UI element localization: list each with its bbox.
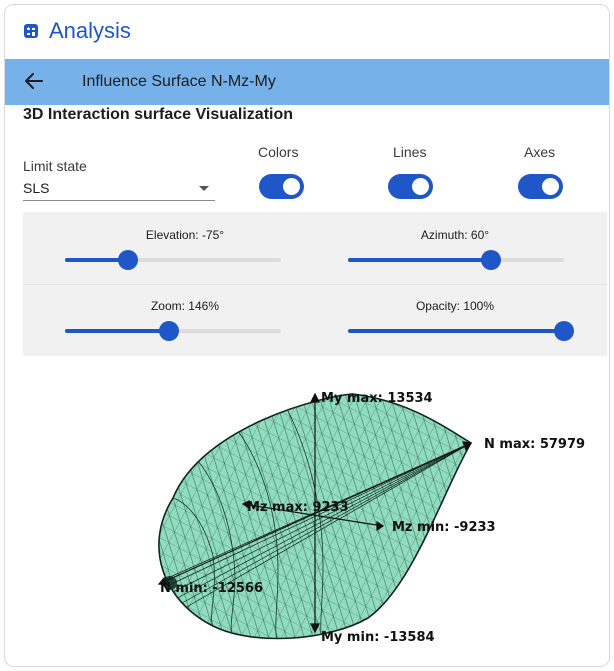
slider-thumb[interactable] — [158, 321, 179, 341]
my-max-label: My max: 13534 — [321, 391, 433, 406]
my-min-label: My min: -13584 — [321, 630, 435, 645]
azimuth-label: Azimuth: 60° — [420, 228, 490, 242]
mz-min-label: Mz min: -9233 — [392, 520, 496, 535]
limit-state-label: Limit state — [23, 158, 87, 174]
slider-thumb[interactable] — [554, 321, 574, 341]
calculator-icon — [24, 24, 38, 38]
mz-max-label: Mz max: 9233 — [247, 500, 349, 515]
divider — [23, 284, 607, 285]
opacity-label: Opacity: 100% — [415, 299, 495, 313]
slider-thumb[interactable] — [117, 250, 138, 270]
surface-canvas[interactable]: My max: 13534 My min: -13584 N max: 5797… — [23, 356, 607, 666]
toggle-knob — [542, 178, 559, 195]
elevation-slider[interactable] — [65, 250, 281, 270]
toggle-knob — [412, 178, 429, 195]
page-subheader: Influence Surface N-Mz-My — [5, 59, 609, 105]
axis-labels: My max: 13534 My min: -13584 N max: 5797… — [160, 391, 585, 645]
axes-toggle[interactable] — [518, 174, 563, 199]
lines-toggle-label: Lines — [393, 144, 427, 160]
slider-thumb[interactable] — [480, 250, 501, 270]
slider-fill — [348, 329, 564, 333]
chevron-down-icon — [199, 186, 209, 191]
limit-state-value: SLS — [23, 180, 50, 196]
zoom-slider[interactable] — [65, 321, 281, 341]
elevation-label: Elevation: -75° — [145, 228, 225, 242]
arrow-left-icon[interactable] — [22, 69, 46, 93]
axes-toggle-label: Axes — [524, 144, 556, 160]
plot-axes — [157, 392, 473, 634]
slider-fill — [65, 258, 128, 262]
n-max-label: N max: 57979 — [484, 437, 585, 452]
app-card: Analysis Influence Surface N-Mz-My 3D In… — [4, 4, 610, 667]
limit-state-select[interactable]: SLS — [23, 177, 215, 201]
slider-fill — [348, 258, 491, 262]
colors-toggle[interactable] — [259, 174, 304, 199]
azimuth-slider[interactable] — [348, 250, 564, 270]
colors-toggle-label: Colors — [258, 144, 299, 160]
view-controls: Elevation: -75° Azimuth: 60° Zoom: 146% … — [23, 212, 607, 356]
lines-toggle[interactable] — [388, 174, 433, 199]
toggle-knob — [283, 178, 300, 195]
section-title: 3D Interaction surface Visualization — [23, 106, 294, 123]
interaction-surface-plot[interactable]: My max: 13534 My min: -13584 N max: 5797… — [23, 356, 607, 666]
app-header: Analysis — [5, 5, 609, 55]
opacity-slider[interactable] — [348, 321, 574, 341]
page-title: Influence Surface N-Mz-My — [82, 73, 276, 90]
zoom-label: Zoom: 146% — [150, 299, 220, 313]
slider-fill — [65, 329, 169, 333]
n-min-label: N min: -12566 — [160, 581, 263, 596]
app-title: Analysis — [49, 18, 131, 43]
